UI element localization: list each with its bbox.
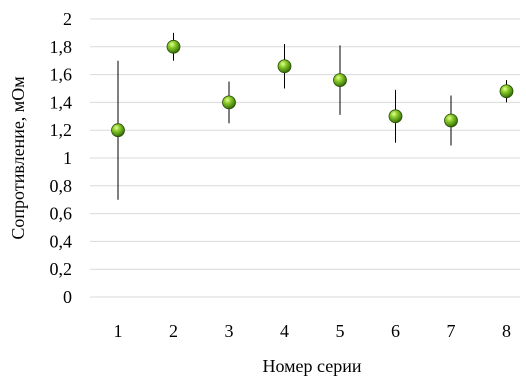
y-tick-label: 0,4 — [50, 231, 73, 251]
data-point — [222, 95, 236, 110]
x-axis-label: Номер серии — [263, 356, 362, 376]
data-point — [166, 39, 181, 54]
y-tick-label: 1,8 — [50, 37, 73, 57]
x-tick-label: 8 — [502, 321, 511, 341]
data-point — [333, 73, 347, 88]
y-tick-label: 0,6 — [50, 204, 73, 224]
y-tick-label: 0,8 — [50, 176, 73, 196]
x-tick-label: 3 — [225, 321, 234, 341]
x-tick-label: 4 — [280, 321, 289, 341]
gridlines — [90, 18, 520, 298]
x-tick-label: 2 — [169, 321, 178, 341]
x-tick-label: 6 — [391, 321, 400, 341]
y-axis-label: Сопротивление, мОм — [8, 76, 28, 239]
y-tick-label: 0,2 — [50, 259, 73, 279]
x-tick-labels: 1 2 3 4 5 6 7 8 — [114, 321, 512, 341]
y-tick-label: 2 — [63, 9, 72, 29]
y-tick-label: 1,4 — [50, 92, 73, 112]
y-tick-label: 1,2 — [50, 120, 73, 140]
x-tick-label: 5 — [336, 321, 345, 341]
y-tick-label: 0 — [63, 287, 72, 307]
data-point — [111, 123, 125, 138]
x-tick-label: 1 — [114, 321, 123, 341]
y-tick-label: 1,6 — [50, 65, 73, 85]
data-point — [499, 84, 514, 99]
data-point — [277, 59, 292, 74]
data-point — [444, 113, 458, 128]
x-tick-label: 7 — [447, 321, 456, 341]
data-points — [111, 39, 514, 138]
y-tick-label: 1 — [63, 148, 72, 168]
data-point — [388, 109, 403, 124]
y-tick-labels: 0 0,2 0,4 0,6 0,8 1 1,2 1,4 1,6 1,8 2 — [50, 9, 73, 307]
